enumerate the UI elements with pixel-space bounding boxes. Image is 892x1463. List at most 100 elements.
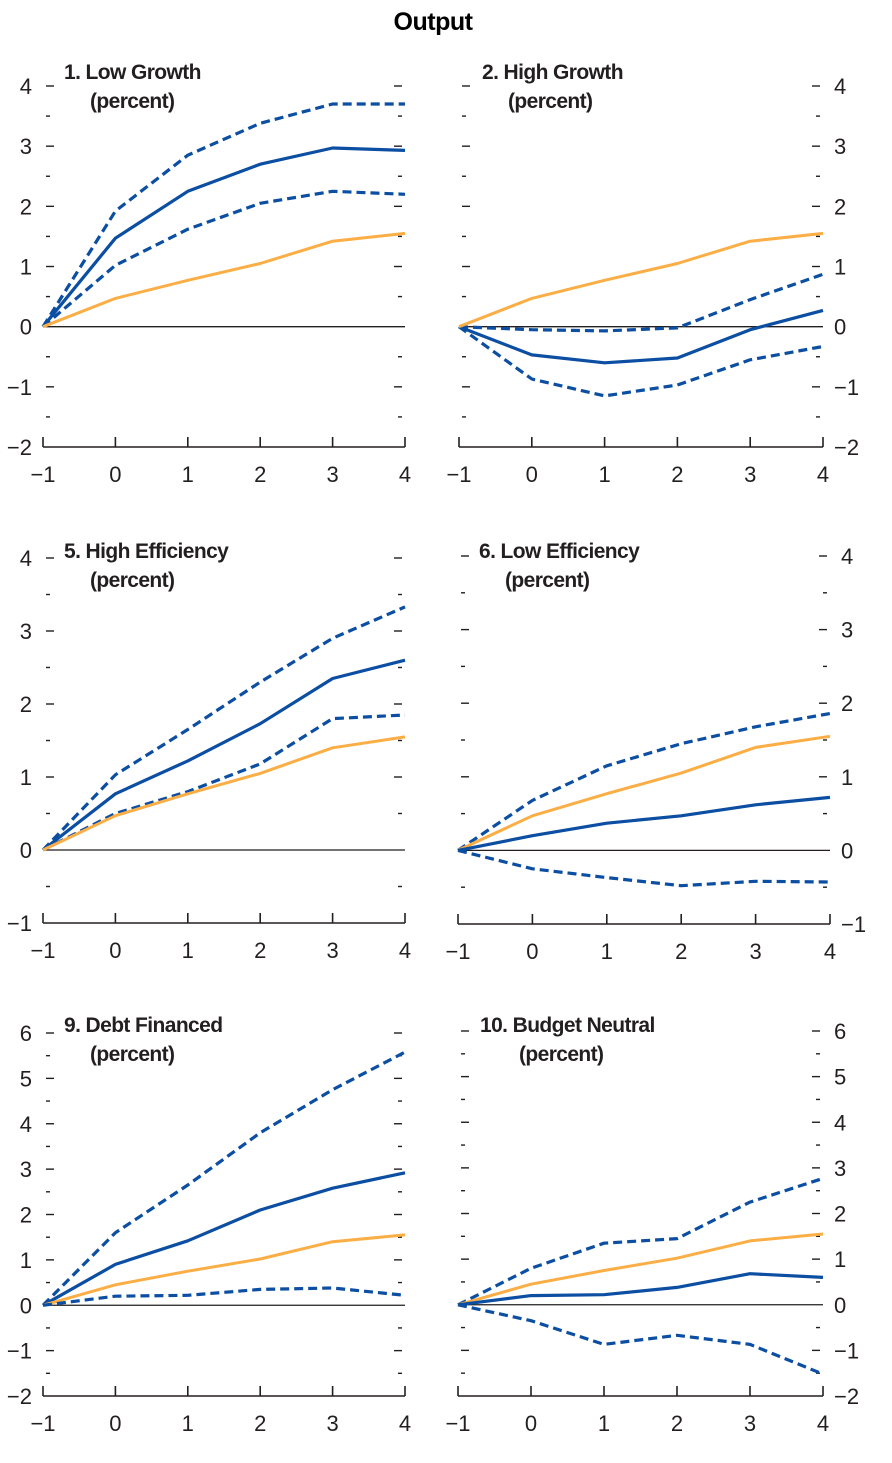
upper-band-point — [680, 742, 683, 745]
y-tick-label: 4 — [834, 1110, 846, 1135]
baseline-point — [822, 1233, 825, 1236]
estimate-point — [404, 149, 407, 152]
baseline-point — [259, 1257, 262, 1260]
y-tick-label: −1 — [834, 1338, 859, 1363]
upper-band-point — [259, 1131, 262, 1134]
baseline-line — [457, 734, 831, 852]
baseline-point — [754, 746, 757, 749]
y-tick-label: 1 — [841, 765, 853, 790]
x-tick-label: 4 — [817, 1411, 829, 1436]
lower-band-point — [749, 1343, 752, 1346]
upper-band-point — [114, 773, 117, 776]
baseline-point — [259, 772, 262, 775]
y-tick-label: 2 — [834, 1202, 846, 1227]
y-tick-label: 4 — [20, 74, 32, 99]
y-tick-label: 0 — [834, 315, 846, 340]
upper-band-point — [186, 1184, 189, 1187]
estimate-point — [404, 659, 407, 662]
upper-band-point — [259, 122, 262, 125]
lower-band-point — [331, 190, 334, 193]
lower-band-point — [114, 1295, 117, 1298]
x-tick-label: 3 — [326, 938, 338, 963]
baseline-line — [42, 735, 406, 852]
y-tick-label: 0 — [841, 838, 853, 863]
upper-band-point — [822, 273, 825, 276]
lower-band-point — [457, 1303, 460, 1306]
x-tick-label: 0 — [525, 1411, 537, 1436]
y-tick-label: −1 — [841, 912, 866, 937]
y-tick-label: 6 — [20, 1021, 32, 1046]
estimate-point — [331, 1187, 334, 1190]
y-tick-label: −1 — [7, 911, 32, 936]
y-tick-label: 6 — [834, 1019, 846, 1044]
lower-band-point — [42, 1304, 45, 1307]
x-tick-label: 4 — [817, 462, 829, 487]
baseline-point — [259, 262, 262, 265]
estimate-point — [114, 237, 117, 240]
x-tick-label: −1 — [30, 1411, 55, 1436]
panel-high-efficiency: 5. High Efficiency (percent) −1 0 1 2 3 4 4 3 2 1… — [7, 540, 411, 963]
upper-band-line — [41, 1050, 406, 1307]
y-tick-label: 4 — [841, 544, 853, 569]
upper-band-line — [458, 272, 824, 333]
upper-band-point — [404, 605, 407, 608]
x-tick-label: 4 — [399, 462, 411, 487]
upper-band-point — [186, 728, 189, 731]
lower-band-point — [603, 394, 606, 397]
upper-band-point — [829, 712, 832, 715]
baseline-point — [749, 240, 752, 243]
baseline-point — [676, 262, 679, 265]
x-tick-label: 1 — [598, 462, 610, 487]
x-tick-label: 2 — [671, 462, 683, 487]
lower-band-point — [603, 1343, 606, 1346]
y-tick-label: 3 — [834, 134, 846, 159]
estimate-line — [41, 146, 406, 328]
estimate-point — [404, 1171, 407, 1174]
y-tick-label: 4 — [834, 74, 846, 99]
y-tick-label: −2 — [7, 435, 32, 460]
lower-band-point — [331, 1287, 334, 1290]
baseline-line — [458, 231, 824, 329]
lower-band-point — [186, 228, 189, 231]
baseline-line — [42, 231, 406, 329]
upper-band-line — [457, 1176, 824, 1307]
lower-band-point — [605, 876, 608, 879]
baseline-point — [331, 240, 334, 243]
upper-band-point — [676, 1237, 679, 1240]
lower-band-point — [457, 849, 460, 852]
lower-band-point — [822, 345, 825, 348]
estimate-point — [749, 1272, 752, 1275]
y-tick-label: 3 — [841, 618, 853, 643]
lower-band-point — [676, 1334, 679, 1337]
upper-band-point — [114, 210, 117, 213]
x-tick-label: 4 — [824, 939, 836, 964]
baseline-point — [186, 1270, 189, 1273]
x-tick-label: 1 — [598, 1411, 610, 1436]
y-tick-label: 3 — [20, 619, 32, 644]
estimate-point — [331, 146, 334, 149]
panel-high-growth: 2. High Growth (percent) −1 0 1 2 3 4 4 3 2 1 0 −1 −… — [446, 61, 859, 487]
baseline-point — [404, 232, 407, 235]
lower-band-point — [822, 1373, 825, 1376]
upper-band-point — [749, 1201, 752, 1204]
baseline-point — [458, 325, 461, 328]
panel-subtitle: (percent) — [508, 90, 592, 113]
y-tick-label: −1 — [7, 1339, 32, 1364]
panel-title: 5. High Efficiency — [64, 540, 229, 563]
estimate-point — [603, 1293, 606, 1296]
lower-band-point — [749, 358, 752, 361]
upper-band-point — [603, 329, 606, 332]
lower-band-point — [680, 884, 683, 887]
x-tick-label: −1 — [30, 462, 55, 487]
baseline-line — [457, 1232, 824, 1307]
lower-band-line — [458, 325, 824, 398]
baseline-point — [530, 297, 533, 300]
upper-band-point — [530, 1267, 533, 1270]
y-tick-label: 0 — [20, 838, 32, 863]
upper-band-point — [259, 681, 262, 684]
lower-band-point — [259, 762, 262, 765]
x-tick-label: 2 — [675, 939, 687, 964]
panel-debt-financed: 9. Debt Financed (percent) −1 0 1 2 3 4 6 5 4 3 2 1… — [7, 1014, 411, 1436]
baseline-point — [822, 232, 825, 235]
baseline-point — [404, 1233, 407, 1236]
